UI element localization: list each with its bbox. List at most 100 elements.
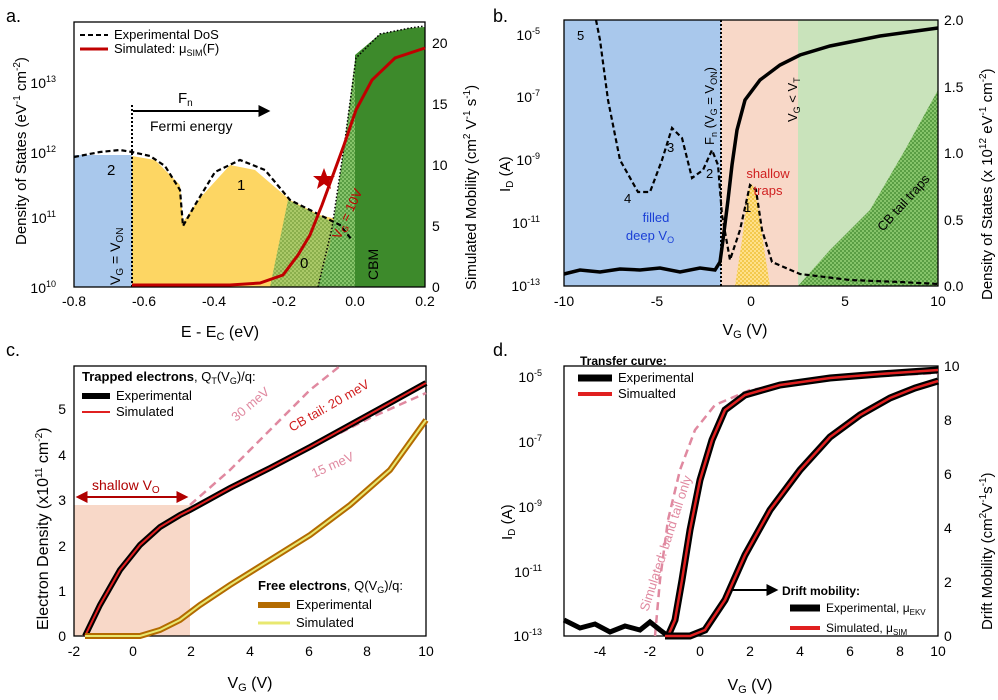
panel-b-label: b. [493,6,508,26]
d-ytick-l3: 10-7 [518,433,542,450]
a-xtick-0: -0.8 [62,293,86,309]
a-xtick-2: -0.4 [202,293,226,309]
a-xtick-4: 0.0 [345,293,365,309]
b-ytick-r2: 1.0 [944,145,964,161]
b-ytick-r3: 1.5 [944,79,964,95]
a-legend-exp: Experimental DoS [114,27,219,42]
d-yticks-right: 0 2 4 6 8 10 [944,358,960,644]
series-experimental-dos [73,148,353,241]
c-ytick-5: 5 [58,401,66,417]
d-ytick-l0: 10-13 [513,627,542,644]
panel-a-frame [73,21,426,288]
d-legend-sim: Simualted [618,386,676,401]
panel-d-label: d. [493,340,508,360]
c-xtick-2: 2 [187,643,195,659]
vg10-star-icon [313,168,335,189]
d-xtick-4: 4 [796,643,804,659]
d-ytick-l1: 10-11 [514,563,542,580]
b-region-2: 2 [706,166,713,181]
c-yticks: 0 1 2 3 4 5 [58,401,66,644]
b-yticks-right: 0.0 0.5 1.0 1.5 2.0 [944,12,964,294]
c-30mev: 30 meV [228,384,272,425]
b-deep: deep VO [626,228,674,245]
b-ytick-l1: 10-11 [512,214,540,231]
d-xtick-6: 8 [896,643,904,659]
c-xtick-0: -2 [68,643,81,659]
d-legend-sim2: Simulated, μSIM [826,621,908,637]
region-2-fill [74,155,132,287]
d-ytick-r0: 0 [944,628,952,644]
d-xtick-2: 0 [696,643,704,659]
series-drift-sim [665,379,939,638]
d-drift-title: Drift mobility: [782,584,860,598]
b-xticks: -10 -5 0 5 10 [554,293,946,309]
series-id-b [563,26,939,276]
b-xtick-2: 0 [747,293,755,309]
d-xlabel: VG (V) [727,677,772,696]
b-ylabel-left: ID (A) [497,156,516,192]
c-legend-free-exp: Experimental [296,597,372,612]
c-ytick-2: 2 [58,538,66,554]
d-ylabel-right: Drift Mobility (cm2V-1s-1) [978,472,996,630]
series-trapped-sim [84,382,427,637]
a-yticks-left: 1010 1011 1012 1013 [30,74,56,296]
a-xlabel: E - EC (eV) [181,324,259,343]
c-ytick-0: 0 [58,628,66,644]
a-ytick-l0: 1010 [30,279,56,296]
d-ytick-r3: 6 [944,466,952,482]
b-yticks-left: 10-13 10-11 10-9 10-7 10-5 [511,26,540,294]
c-cb20: CB tail: 20 meV [286,376,372,434]
series-transfer-exp-noise [562,617,670,638]
b-ytick-l3: 10-7 [516,88,540,105]
d-xtick-5: 6 [846,643,854,659]
b-ylabel-right: Density of States (x 1012 eV-1 cm-2) [978,68,996,300]
c-xtick-1: 0 [129,643,137,659]
a-ytick-l2: 1012 [30,144,56,161]
d-xtick-7: 10 [930,643,946,659]
d-ytick-r5: 10 [944,358,960,374]
b-xtick-3: 5 [841,293,849,309]
a-ytick-r1: 5 [432,218,440,234]
d-ytick-r4: 8 [944,412,952,428]
series-simulated-mobility [132,46,426,287]
a-ytick-r2: 10 [432,157,448,173]
c-legend-sim: Simulated [116,404,174,419]
d-ytick-r1: 2 [944,574,952,590]
c-legend-exp: Experimental [116,388,192,403]
a-ytick-r3: 15 [432,96,448,112]
d-xtick-1: -2 [644,643,657,659]
panel-a-label: a. [6,6,21,26]
c-xtick-4: 6 [305,643,313,659]
series-transfer-sim [666,368,939,637]
c-xtick-3: 4 [246,643,254,659]
a-ytick-l3: 1013 [30,74,56,91]
b-xlabel: VG (V) [722,322,767,341]
a-cbm: CBM [365,249,381,280]
panel-d-frame [563,365,939,637]
panel-b [563,19,939,287]
b-region-5: 5 [577,28,584,43]
c-ylabel: Electron Density (x1011 cm-2) [34,428,52,630]
b-region-1: 1 [744,200,751,215]
d-transfer-title: Transfer curve: [580,354,667,368]
d-ytick-l4: 10-5 [518,368,542,385]
c-legend-free-sim: Simulated [296,615,354,630]
d-yticks-left: 10-13 10-11 10-9 10-7 10-5 [513,368,542,644]
c-ytick-3: 3 [58,492,66,508]
a-ylabel-right: Simulated Mobility (cm2 V-1 s-1) [462,85,480,290]
panel-b-frame [563,19,939,287]
b-vgvt: VG < VT [785,77,802,122]
b-ytick-r0: 0.0 [944,278,964,294]
d-ytick-l2: 10-9 [518,498,542,515]
a-xtick-1: -0.6 [132,293,156,309]
d-legend-exp: Experimental [618,370,694,385]
series-dos-cbm-edge [317,25,426,288]
a-region-2: 2 [107,162,115,179]
b-ytick-l0: 10-13 [511,277,540,294]
panel-a [73,21,426,288]
d-ylabel-left: ID (A) [499,504,518,540]
panel-c-label: c. [6,340,20,360]
region-cbm-fill [355,27,425,287]
d-ytick-r2: 4 [944,520,952,536]
